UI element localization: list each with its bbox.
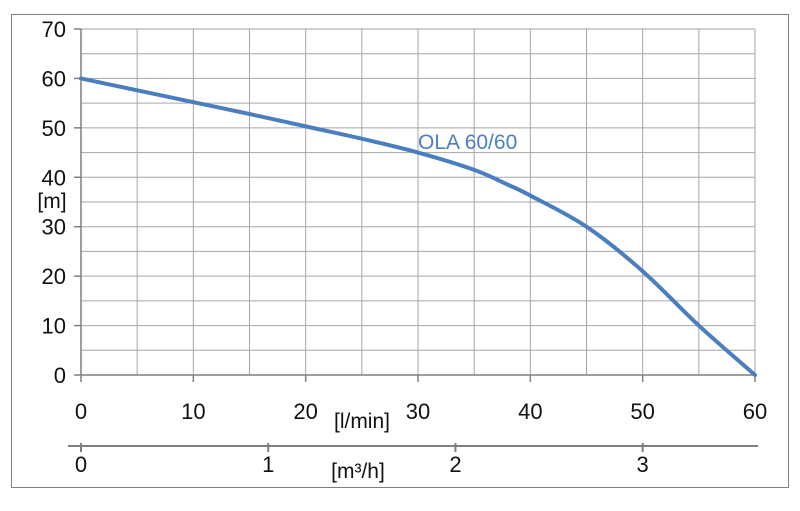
chart-frame (11, 14, 789, 488)
x-unit-label: [l/min] (334, 410, 390, 433)
x-tick-label: 20 (293, 399, 317, 424)
series-label: OLA 60/60 (418, 131, 517, 154)
y-tick-label: 60 (42, 66, 66, 91)
y-tick-label: 40 (42, 165, 66, 190)
y-tick-label: 20 (42, 264, 66, 289)
y-tick-label: 10 (42, 314, 66, 339)
x-tick-label: 10 (181, 399, 205, 424)
x-tick-label: 30 (406, 399, 430, 424)
y-unit-label: [m] (37, 190, 66, 213)
x-tick-label: 60 (743, 399, 767, 424)
y-tick-label: 70 (42, 17, 66, 42)
secondary-x-tick-label: 1 (262, 452, 274, 477)
series-line-ola-60-60 (79, 76, 757, 377)
x-tick-label: 50 (630, 399, 654, 424)
secondary-x-tick-label: 2 (449, 452, 461, 477)
secondary-x-unit-label: [m³/h] (331, 460, 385, 483)
x-tick-label: 0 (75, 399, 87, 424)
y-tick-label: 30 (42, 215, 66, 240)
y-tick-label: 0 (54, 363, 66, 388)
y-tick-label: 50 (42, 116, 66, 141)
secondary-x-tick-label: 0 (75, 452, 87, 477)
secondary-x-tick-label: 3 (637, 452, 649, 477)
x-tick-label: 40 (518, 399, 542, 424)
